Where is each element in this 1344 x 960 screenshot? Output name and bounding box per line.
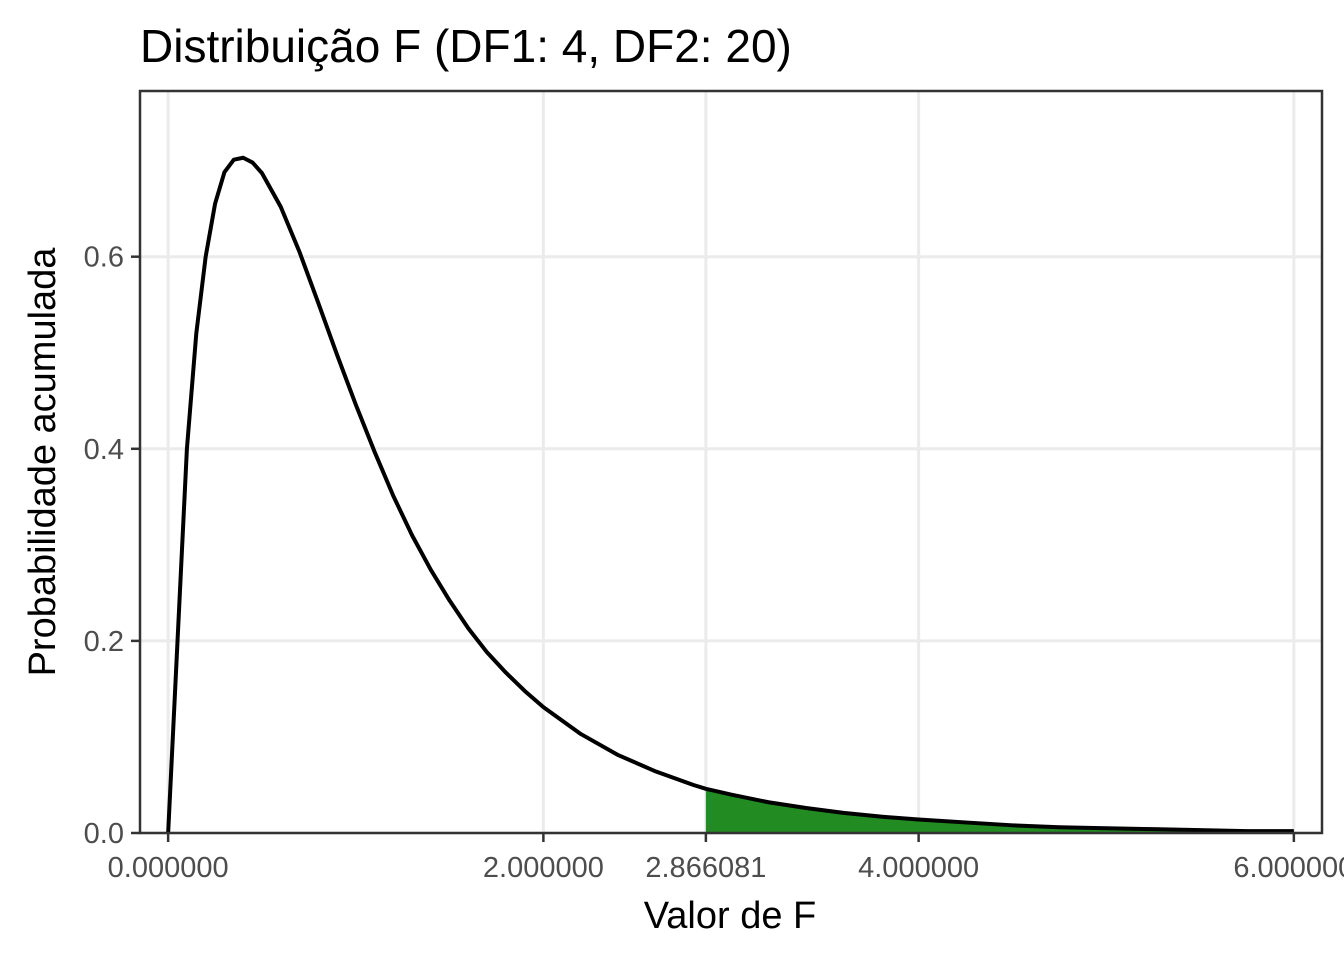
- x-tick-label: 2.000000: [483, 852, 604, 884]
- y-tick-label: 0.0: [84, 818, 124, 850]
- plot-panel: [138, 89, 1324, 835]
- x-tick-label: 0.000000: [108, 852, 229, 884]
- chart-title: Distribuição F (DF1: 4, DF2: 20): [140, 20, 792, 72]
- y-tick-label: 0.2: [84, 626, 124, 658]
- x-tick-label: 2.866081: [645, 852, 766, 884]
- x-tick-label: 6.000000: [1233, 852, 1344, 884]
- grid-lines: [140, 91, 1322, 835]
- y-axis-title: Probabilidade acumulada: [22, 247, 64, 677]
- axis-tick-labels: 0.000000 2.000000 2.866081 4.000000 6.000000…: [84, 242, 1344, 884]
- y-tick-label: 0.4: [84, 434, 124, 466]
- axis-ticks: [131, 255, 1296, 842]
- x-axis-title: Valor de F: [644, 895, 816, 937]
- density-curve-line: [166, 155, 1294, 834]
- panel-border: [138, 89, 1324, 835]
- y-tick-label: 0.6: [84, 242, 124, 274]
- critical-region-area: [705, 788, 1294, 833]
- x-tick-label: 4.000000: [858, 852, 979, 884]
